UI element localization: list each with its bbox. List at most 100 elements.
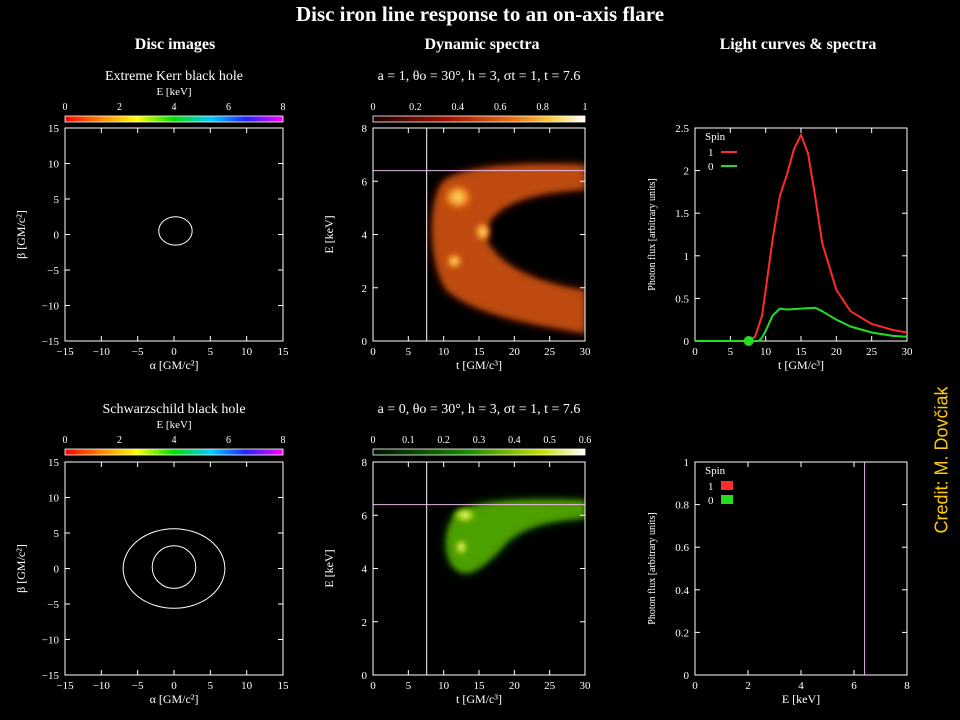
y-tick-label: 10 (48, 493, 60, 505)
y-tick-label: 15 (48, 123, 60, 135)
colorbar-tick-label: 0.8 (536, 102, 549, 113)
y-tick-label: −5 (47, 599, 59, 611)
x-tick-label: 5 (208, 680, 214, 692)
x-tick-label: −10 (93, 680, 111, 692)
column-title-dynamic-spectra: Dynamic spectra (424, 36, 540, 53)
x-tick-label: 25 (544, 680, 556, 692)
x-tick-label: −15 (56, 346, 74, 358)
colorbar-tick-label: 0.2 (437, 435, 450, 446)
y-tick-label: 0 (684, 336, 690, 348)
x-tick-label: 0 (171, 346, 177, 358)
x-tick-label: 4 (798, 680, 804, 692)
x-tick-label: 25 (544, 346, 556, 358)
colorbar-tick-label: 0.5 (543, 435, 556, 446)
colorbar-tick-label: 4 (172, 435, 177, 446)
x-tick-label: 10 (438, 680, 450, 692)
x-tick-label: 15 (474, 680, 486, 692)
x-tick-label: 20 (509, 680, 521, 692)
colorbar-tick-label: 2 (117, 102, 122, 113)
colorbar-tick-label: 0.6 (579, 435, 592, 446)
x-tick-label: 15 (278, 680, 290, 692)
y-tick-label: 0 (54, 564, 60, 576)
y-tick-label: 0 (684, 670, 690, 682)
x-tick-label: 6 (851, 680, 857, 692)
y-tick-label: 15 (48, 457, 60, 469)
y-axis-label: β [GM/c²] (14, 210, 28, 259)
colorbar-tick-label: 0 (371, 102, 376, 113)
y-tick-label: 5 (54, 194, 60, 206)
plot-title: Schwarzschild black hole (102, 402, 245, 417)
legend-label: 1 (708, 147, 714, 159)
plot-frame (64, 127, 284, 342)
colorbar-tick-label: 4 (172, 102, 177, 113)
y-tick-label: 2.5 (675, 123, 689, 135)
y-tick-label: 1 (684, 251, 690, 263)
legend-label: 0 (708, 161, 714, 173)
x-tick-label: 2 (745, 680, 751, 692)
plot-frame (694, 461, 908, 676)
colorbar-tick-label: 8 (281, 435, 286, 446)
plot-title: a = 0, θo = 30°, h = 3, σt = 1, t = 7.6 (378, 402, 581, 417)
colorbar-tick-label: 2 (117, 435, 122, 446)
y-tick-label: 2 (362, 283, 368, 295)
y-tick-label: 5 (54, 528, 60, 540)
colorbar-tick-label: 0.4 (508, 435, 521, 446)
light-curve-plot: 0 5 10 15 20 25 302.521.510.50t [GM/c³]Photon … (647, 123, 913, 372)
legend-label: 1 (708, 481, 714, 493)
y-tick-label: 2 (684, 166, 690, 178)
y-tick-label: 10 (48, 159, 60, 171)
y-tick-label: 0.8 (675, 500, 689, 512)
colorbar-tick-label: 0.3 (473, 435, 486, 446)
colorbar (372, 448, 586, 456)
spectrum-hotspot (439, 181, 476, 214)
y-tick-label: 0.6 (675, 542, 689, 554)
x-tick-label: 8 (904, 680, 910, 692)
colorbar (64, 448, 284, 456)
y-axis-label: β [GM/c²] (14, 544, 28, 593)
plot-frame (64, 461, 284, 676)
colorbar-tick-label: 1 (583, 102, 588, 113)
plot-title: a = 1, θo = 30°, h = 3, σt = 1, t = 7.6 (378, 69, 581, 84)
photon-ring (158, 216, 193, 246)
spectrum-hotspot (472, 219, 493, 244)
colorbar-tick-label: 8 (281, 102, 286, 113)
y-tick-label: −5 (47, 265, 59, 277)
colorbar-tick-label: 6 (226, 435, 231, 446)
y-tick-label: 1.5 (675, 208, 689, 220)
series-line-spin-1 (695, 133, 908, 342)
x-axis-label: t [GM/c³] (456, 692, 502, 706)
y-tick-label: 6 (362, 510, 368, 522)
column-title-light-curves: Light curves & spectra (719, 36, 877, 53)
x-tick-label: 5 (728, 346, 734, 358)
y-tick-label: 8 (362, 123, 368, 135)
x-tick-label: 0 (692, 346, 698, 358)
legend-title: Spin (705, 465, 726, 477)
plot-title: Extreme Kerr black hole (105, 69, 243, 84)
x-tick-label: −5 (132, 680, 144, 692)
colorbar-tick-label: 0 (63, 435, 68, 446)
colorbar-tick-label: 0.2 (409, 102, 422, 113)
colorbar (64, 115, 284, 123)
legend-swatch (721, 495, 733, 504)
x-axis-label: α [GM/c²] (150, 358, 199, 372)
legend-label: 0 (708, 495, 714, 507)
x-tick-label: 5 (406, 346, 412, 358)
y-tick-label: 8 (362, 457, 368, 469)
x-tick-label: 30 (580, 346, 592, 358)
x-tick-label: 5 (208, 346, 214, 358)
x-tick-label: 15 (796, 346, 808, 358)
x-tick-label: −5 (132, 346, 144, 358)
x-tick-label: 0 (370, 346, 376, 358)
y-tick-label: 0.5 (675, 293, 689, 305)
colorbar-label: E [keV] (156, 86, 191, 98)
y-tick-label: 4 (362, 230, 368, 242)
x-tick-label: 15 (278, 346, 290, 358)
colorbar-tick-label: 6 (226, 102, 231, 113)
dynamic-spectrum-kerr: a = 1, θo = 30°, h = 3, σt = 1, t = 7.6 0… (322, 69, 591, 372)
x-tick-label: 0 (171, 680, 177, 692)
series-line-spin-0 (695, 306, 908, 342)
x-tick-label: 10 (241, 680, 253, 692)
spectrum-band-core (446, 500, 585, 573)
spectrum-hotspot (453, 537, 470, 558)
